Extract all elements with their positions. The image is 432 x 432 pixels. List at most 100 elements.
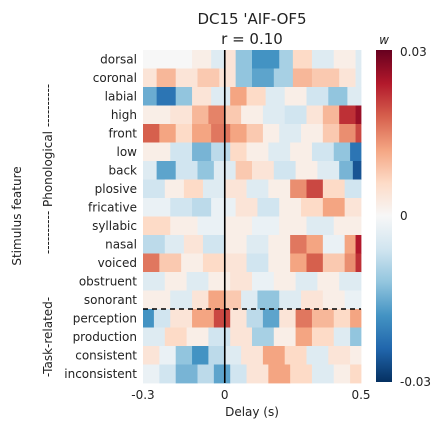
heat-cell-consistent [328,346,351,365]
heat-cell-consistent [306,346,329,365]
heat-cell-fricative [279,198,302,217]
heat-cell-high [306,105,324,125]
heat-cell-labial [175,87,193,106]
heat-cell-front [322,124,340,143]
heat-cell-low [333,142,351,162]
heat-cell-consistent [224,346,242,365]
heat-cell-production [350,327,362,347]
heat-cell-nasal [355,235,362,254]
heat-cell-coronal [311,68,340,88]
heat-cell-plosive [268,179,291,199]
heat-cell-dorsal [143,50,193,69]
chart-subtitle: r = 0.10 [221,30,283,48]
heat-cell-back [235,161,253,180]
heat-cell-consistent [262,346,286,365]
heat-cell-perception [230,309,247,328]
feature-label-consistent: consistent [75,348,137,362]
heat-cell-sonorant [224,290,242,310]
heat-cell-consistent [208,346,226,365]
heat-cell-voiced [143,253,160,273]
feature-label-obstruent: obstruent [79,274,137,288]
feature-labels: dorsal coronal labial high front low back plosi… [64,52,137,381]
heat-cell-coronal [197,68,220,88]
feature-label-coronal: coronal [93,71,137,85]
heat-cell-dorsal [292,50,313,69]
feature-label-syllabic: syllabic [92,219,137,233]
heat-cell-nasal [290,235,307,254]
heat-cell-syllabic [143,216,171,236]
heat-cell-nasal [322,235,346,254]
heat-cell-production [311,327,335,347]
heat-cell-high [170,105,193,125]
heat-cell-voiced [224,253,247,273]
heat-cell-consistent [350,346,362,365]
heat-cell-perception [246,309,264,328]
heat-cell-high [192,105,209,125]
heat-cell-perception [295,309,313,328]
heat-cell-sonorant [170,290,193,310]
heat-cell-inconsistent [197,364,215,384]
heat-cell-coronal [175,68,198,88]
feature-label-plosive: plosive [95,182,137,196]
feature-label-low: low [117,145,138,159]
heat-cell-plosive [143,179,166,199]
heat-cell-consistent [192,346,209,365]
heat-cell-front [230,124,247,143]
heat-cell-high [355,105,362,125]
heat-cell-labial [284,87,307,106]
heat-cell-coronal [219,68,237,88]
heat-cell-back [252,161,275,180]
heat-cell-voiced [246,253,269,273]
heat-cell-sonorant [143,290,171,310]
heat-cell-voiced [344,253,356,273]
heat-cell-plosive [202,179,226,199]
feature-label-voiced: voiced [98,256,137,270]
feature-label-perception: perception [73,311,137,325]
heat-cell-front [246,124,264,143]
heat-cell-fricative [192,198,212,217]
heat-cell-inconsistent [333,364,351,384]
heat-cell-dorsal [252,50,280,69]
heat-cell-labial [230,87,247,106]
heat-cell-obstruent [230,272,253,291]
heat-cell-back [156,161,177,180]
heat-cell-syllabic [224,216,253,236]
colorbar-label: w [379,33,389,47]
heat-cell-obstruent [252,272,275,291]
x-tick-label: 0.5 [351,388,370,402]
heat-cell-sonorant [344,290,362,310]
heat-cell-back [273,161,296,180]
heat-cell-obstruent [273,272,296,291]
heat-cell-perception [170,309,193,328]
heat-cell-front [192,124,212,143]
heat-cell-back [295,161,318,180]
heat-cell-inconsistent [143,364,160,384]
heat-cell-low [170,142,193,162]
group-label-phonological: ---------- Phonological ---------- [41,84,55,254]
heat-cell-voiced [159,253,182,273]
heat-cell-perception [153,309,171,328]
heat-cell-obstruent [143,272,166,291]
heat-cell-fricative [257,198,280,217]
heat-cell-inconsistent [290,364,313,384]
feature-label-dorsal: dorsal [100,52,137,66]
heat-cell-front [262,124,280,143]
heat-cell-dorsal [279,50,294,69]
heat-cell-perception [350,309,362,328]
heat-cell-low [192,142,212,162]
heat-cell-plosive [183,179,204,199]
heat-cell-labial [211,87,231,106]
heat-cell-plosive [164,179,185,199]
heat-cell-high [262,105,286,125]
heat-cell-back [352,161,362,180]
heat-cell-high [322,105,340,125]
heat-cell-obstruent [208,272,231,291]
heat-cell-coronal [235,68,253,88]
heat-cell-voiced [306,253,324,273]
heat-cell-inconsistent [230,364,247,384]
heat-cell-nasal [183,235,204,254]
heat-cell-high [284,105,307,125]
heat-cell-sonorant [279,290,302,310]
heat-cell-labial [328,87,348,106]
heat-cell-voiced [202,253,226,273]
